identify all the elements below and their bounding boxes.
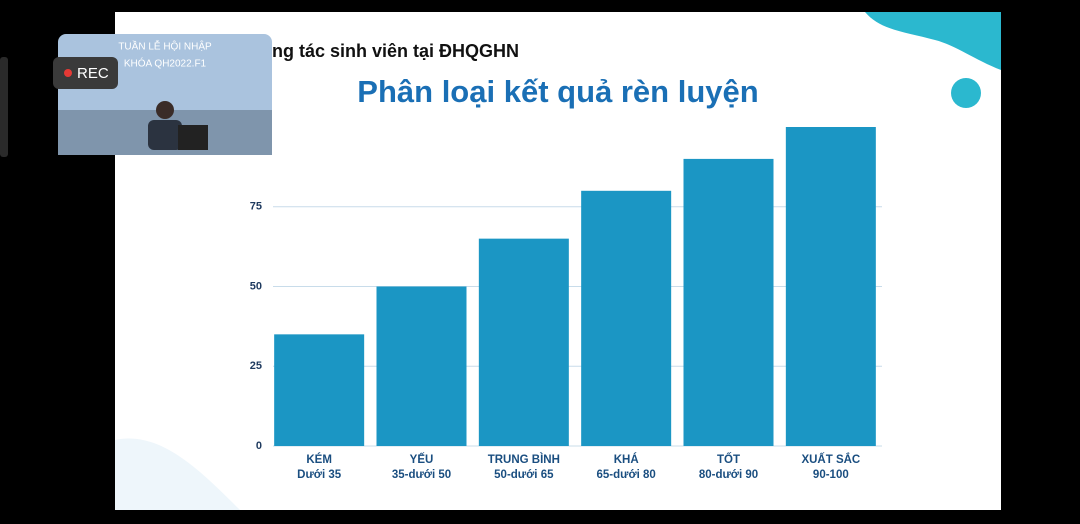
y-tick-label: 0 bbox=[256, 440, 262, 452]
decoration bbox=[115, 438, 240, 510]
y-tick-label: 75 bbox=[250, 201, 262, 213]
bar bbox=[581, 190, 672, 446]
laptop bbox=[178, 125, 208, 150]
x-tick-label: TỐT bbox=[717, 452, 740, 466]
x-tick-label: YẾU bbox=[410, 453, 434, 466]
y-tick-label: 25 bbox=[250, 360, 262, 372]
webcam-banner: TUẦN LỄ HỘI NHẬP bbox=[118, 40, 212, 53]
rec-label: REC bbox=[77, 65, 109, 82]
bar bbox=[376, 286, 467, 446]
bar bbox=[683, 158, 774, 446]
rec-dot bbox=[64, 69, 72, 77]
x-tick-sublabel: 80-dưới 90 bbox=[699, 469, 758, 481]
x-tick-sublabel: 90-100 bbox=[813, 469, 849, 481]
decoration bbox=[865, 12, 1001, 70]
bar bbox=[274, 334, 365, 446]
x-tick-label: TRUNG BÌNH bbox=[488, 453, 560, 466]
webcam-banner: KHÓA QH2022.F1 bbox=[124, 57, 207, 70]
y-tick-label: 50 bbox=[250, 280, 262, 292]
x-tick-sublabel: 50-dưới 65 bbox=[494, 469, 554, 481]
side-handle bbox=[0, 57, 8, 157]
person bbox=[156, 101, 174, 119]
x-tick-sublabel: 65-dưới 80 bbox=[596, 469, 655, 481]
slide-header: ng tác sinh viên tại ĐHQGHN bbox=[272, 41, 519, 61]
chart-title: Phân loại kết quả rèn luyện bbox=[357, 74, 758, 109]
x-tick-label: XUẤT SẮC bbox=[801, 453, 860, 466]
plot: 0 25 50 75 KÉM Dưới 35 YẾU 35-dưới 50 TRUNG BÌNH… bbox=[250, 127, 882, 481]
rec-badge bbox=[53, 57, 118, 89]
person bbox=[148, 120, 182, 150]
x-tick-label: KÉM bbox=[306, 453, 332, 466]
bar bbox=[785, 127, 876, 446]
decoration bbox=[951, 78, 981, 108]
bar bbox=[478, 238, 569, 446]
x-tick-sublabel: Dưới 35 bbox=[297, 469, 342, 481]
webcam: TUẦN LỄ HỘI NHẬP KHÓA QH2022.F1 REC bbox=[53, 34, 272, 155]
x-tick-sublabel: 35-dưới 50 bbox=[392, 469, 451, 481]
x-tick-label: KHÁ bbox=[614, 453, 639, 466]
